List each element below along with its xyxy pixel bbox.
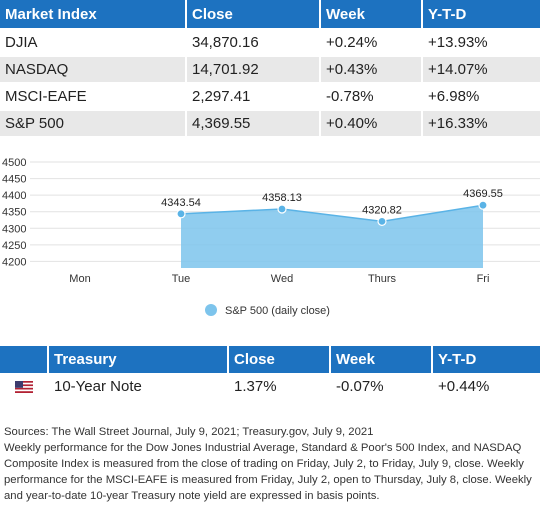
- x-tick-label: Fri: [477, 273, 490, 285]
- index-name: NASDAQ: [0, 55, 187, 83]
- index-week: -0.78%: [320, 82, 423, 110]
- methodology-note: Weekly performance for the Dow Jones Ind…: [4, 442, 532, 502]
- header-week: Week: [330, 346, 433, 373]
- treasury-section: Treasury Close Week Y-T-D 10-Year Note: [0, 346, 540, 399]
- index-close: 2,297.41: [186, 82, 321, 110]
- y-tick-label: 4300: [2, 223, 26, 235]
- series-line: [180, 204, 484, 223]
- header-ytd: Y-T-D: [432, 346, 540, 373]
- index-ytd: +16.33%: [422, 109, 540, 136]
- y-tick-label: 4200: [2, 256, 26, 268]
- index-name: S&P 500: [0, 109, 187, 136]
- y-tick-label: 4500: [2, 157, 26, 169]
- us-flag-icon: [14, 380, 33, 393]
- data-point: [478, 200, 488, 210]
- header-ytd: Y-T-D: [422, 0, 540, 29]
- y-tick-label: 4450: [2, 174, 26, 186]
- data-point: [176, 209, 186, 219]
- header-flag-spacer: [0, 346, 49, 373]
- treasury-close: 1.37%: [228, 373, 331, 399]
- treasury-name: 10-Year Note: [48, 373, 229, 399]
- index-close: 14,701.92: [186, 55, 321, 83]
- treasury-table-header: Treasury Close Week Y-T-D: [0, 346, 540, 373]
- legend-swatch: [205, 304, 217, 316]
- table-row: S&P 500 4,369.55 +0.40% +16.33%: [0, 109, 540, 136]
- sources-note: Sources: The Wall Street Journal, July 9…: [4, 426, 374, 438]
- data-point: [277, 204, 287, 214]
- table-row: DJIA 34,870.16 +0.24% +13.93%: [0, 28, 540, 56]
- table-row: 10-Year Note 1.37% -0.07% +0.44%: [0, 373, 540, 399]
- index-week: +0.40%: [320, 109, 423, 136]
- data-label: 4358.13: [262, 192, 302, 204]
- index-ytd: +14.07%: [422, 55, 540, 83]
- y-tick-label: 4250: [2, 240, 26, 252]
- data-label: 4369.55: [463, 188, 503, 200]
- index-close: 4,369.55: [186, 109, 321, 136]
- index-ytd: +6.98%: [422, 82, 540, 110]
- market-index-table: Market Index Close Week Y-T-D DJIA 34,87…: [0, 0, 540, 136]
- y-tick-label: 4350: [2, 207, 26, 219]
- table-row: MSCI-EAFE 2,297.41 -0.78% +6.98%: [0, 82, 540, 110]
- treasury-table: Treasury Close Week Y-T-D 10-Year Note: [0, 346, 540, 399]
- x-tick-label: Thurs: [368, 273, 397, 285]
- table-row: NASDAQ 14,701.92 +0.43% +14.07%: [0, 55, 540, 83]
- index-name: DJIA: [0, 28, 187, 56]
- header-treasury: Treasury: [48, 346, 229, 373]
- x-tick-label: Wed: [271, 273, 293, 285]
- market-table-header: Market Index Close Week Y-T-D: [0, 0, 540, 29]
- series-area: [181, 205, 483, 268]
- index-name: MSCI-EAFE: [0, 82, 187, 110]
- footnotes: Sources: The Wall Street Journal, July 9…: [4, 424, 536, 504]
- data-point: [377, 216, 387, 226]
- treasury-ytd: +0.44%: [438, 377, 490, 395]
- sp500-area-chart: 4200 4250 4300 4350 4400 4450 4500 4343.54 4358.…: [2, 157, 540, 317]
- data-label: 4343.54: [161, 197, 201, 209]
- header-week: Week: [320, 0, 423, 29]
- header-close: Close: [186, 0, 321, 29]
- index-week: +0.43%: [320, 55, 423, 83]
- treasury-week: -0.07%: [330, 373, 433, 399]
- flag-cell: [0, 373, 49, 399]
- header-close: Close: [228, 346, 331, 373]
- index-ytd: +13.93%: [422, 28, 540, 56]
- index-week: +0.24%: [320, 28, 423, 56]
- x-tick-label: Mon: [69, 273, 90, 285]
- legend-label: S&P 500 (daily close): [225, 305, 330, 317]
- header-market-index: Market Index: [0, 0, 187, 29]
- y-tick-label: 4400: [2, 190, 26, 202]
- index-close: 34,870.16: [186, 28, 321, 56]
- data-label: 4320.82: [362, 204, 402, 216]
- x-tick-label: Tue: [172, 273, 191, 285]
